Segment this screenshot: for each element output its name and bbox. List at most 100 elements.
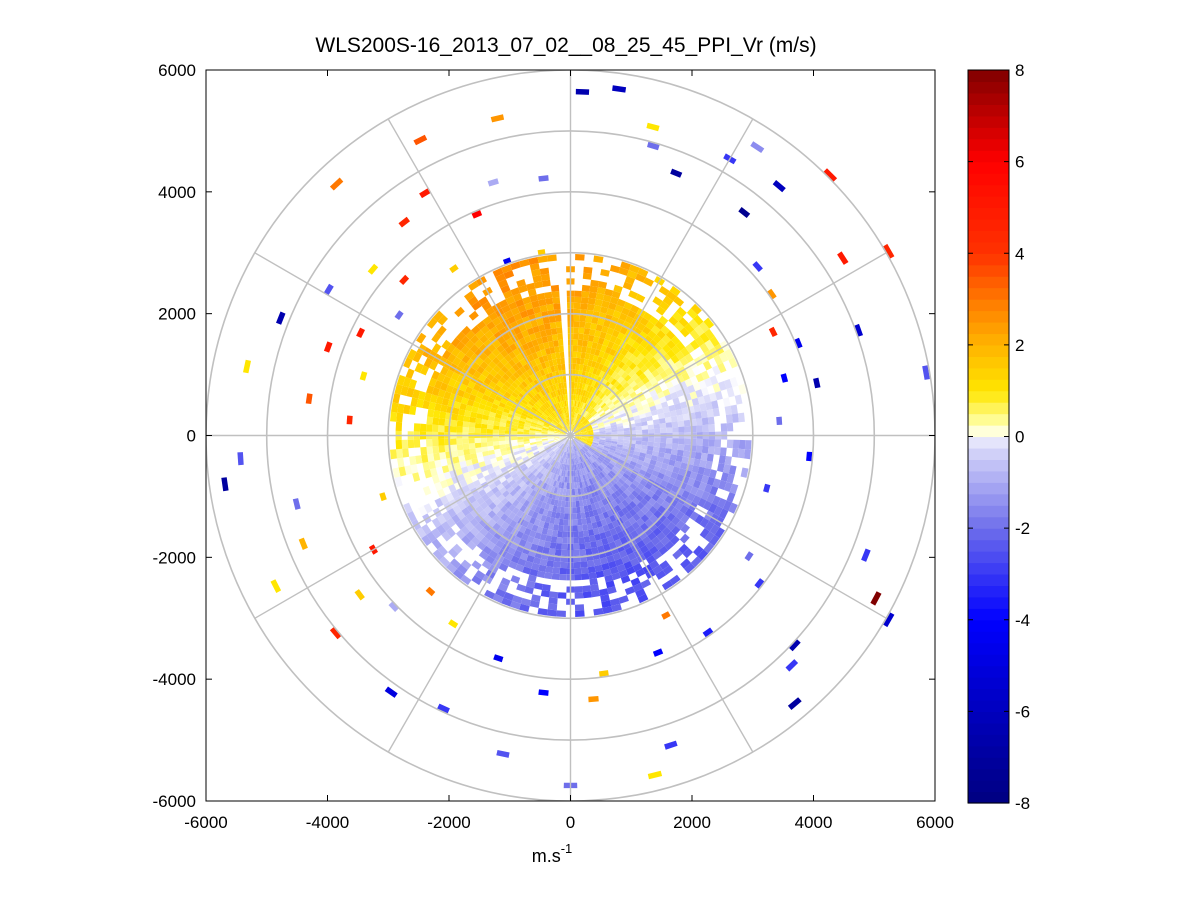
dense-gate	[501, 384, 509, 392]
dense-gate	[618, 312, 628, 322]
dense-gate	[555, 461, 560, 469]
dense-gate	[582, 591, 592, 599]
dense-gate	[530, 408, 537, 414]
dense-gate	[527, 472, 534, 479]
dense-gate	[587, 430, 594, 433]
dense-gate	[504, 404, 512, 411]
dense-gate	[657, 451, 665, 458]
dense-gate	[557, 424, 563, 429]
dense-gate	[469, 448, 477, 455]
dense-gate	[529, 440, 536, 443]
sparse-gate	[329, 626, 342, 640]
dense-gate	[581, 447, 587, 454]
dense-gate	[712, 408, 720, 417]
dense-gate	[484, 497, 493, 506]
dense-gate	[557, 364, 562, 371]
dense-gate	[588, 529, 595, 537]
dense-gate	[524, 348, 532, 357]
dense-gate	[638, 490, 647, 498]
dense-gate	[632, 365, 641, 374]
dense-gate	[621, 364, 629, 372]
dense-gate	[652, 334, 662, 344]
dense-gate	[601, 470, 608, 477]
dense-gate	[593, 430, 600, 433]
dense-gate	[492, 267, 504, 278]
dense-gate	[497, 279, 509, 289]
dense-gate	[546, 417, 553, 423]
dense-gate	[490, 457, 498, 464]
dense-gate	[606, 308, 615, 317]
dense-gate	[493, 331, 503, 340]
dense-gate	[562, 427, 568, 433]
dense-gate	[611, 396, 618, 403]
dense-gate	[678, 543, 689, 554]
dense-gate	[557, 442, 563, 448]
dense-gate	[519, 603, 530, 612]
dense-gate	[572, 446, 575, 453]
dense-gate	[408, 379, 417, 390]
dense-gate	[480, 437, 487, 443]
dense-gate	[598, 401, 605, 407]
dense-gate	[474, 570, 486, 580]
dense-gate	[602, 352, 610, 360]
dense-gate	[536, 410, 543, 416]
dense-gate	[737, 412, 745, 423]
dense-gate	[593, 433, 600, 435]
dense-gate	[508, 511, 517, 520]
dense-gate	[546, 366, 552, 374]
dense-gate	[394, 383, 403, 395]
dense-gate	[552, 358, 558, 366]
dense-gate	[446, 527, 456, 538]
dense-gate	[587, 436, 594, 439]
dense-gate	[672, 438, 679, 444]
dense-gate	[580, 438, 587, 442]
dense-gate	[611, 426, 618, 431]
dense-gate	[563, 513, 569, 520]
dense-gate	[517, 304, 527, 313]
dense-gate	[657, 513, 667, 523]
dense-gate	[668, 404, 676, 412]
dense-gate	[625, 384, 633, 392]
dense-gate	[439, 382, 449, 392]
dense-gate	[580, 297, 589, 304]
dense-gate	[557, 415, 562, 422]
dense-gate	[602, 294, 612, 303]
dense-gate	[617, 436, 624, 440]
dense-gate	[524, 422, 531, 426]
dense-gate	[542, 404, 548, 410]
dense-gate	[635, 588, 646, 598]
dense-gate	[521, 520, 530, 528]
dense-gate	[468, 310, 479, 321]
dense-gate	[548, 439, 555, 443]
dense-gate	[694, 336, 705, 347]
sparse-gate	[448, 619, 459, 629]
dense-gate	[619, 536, 628, 545]
dense-gate	[575, 433, 582, 435]
dense-gate	[579, 500, 584, 507]
dense-gate	[556, 416, 561, 422]
dense-gate	[652, 446, 660, 452]
dense-gate	[591, 444, 598, 449]
dense-gate	[702, 500, 712, 511]
dense-gate	[676, 487, 685, 496]
dense-gate	[483, 356, 493, 366]
dense-gate	[656, 329, 666, 340]
dense-gate	[604, 398, 612, 405]
dense-gate	[622, 541, 631, 550]
colorbar-segment	[968, 264, 1009, 277]
dense-gate	[530, 443, 537, 448]
dense-gate	[572, 507, 577, 514]
dense-gate	[624, 394, 632, 402]
dense-gate	[552, 480, 557, 487]
dense-gate	[603, 406, 610, 412]
dense-gate	[712, 478, 721, 488]
dense-gate	[460, 345, 470, 355]
dense-gate	[659, 560, 670, 570]
dense-gate	[620, 575, 631, 584]
dense-gate	[426, 317, 438, 329]
dense-gate	[424, 469, 432, 479]
dense-gate	[630, 557, 640, 567]
dense-gate	[552, 384, 557, 391]
dense-gate	[571, 452, 574, 459]
dense-gate	[662, 388, 671, 397]
